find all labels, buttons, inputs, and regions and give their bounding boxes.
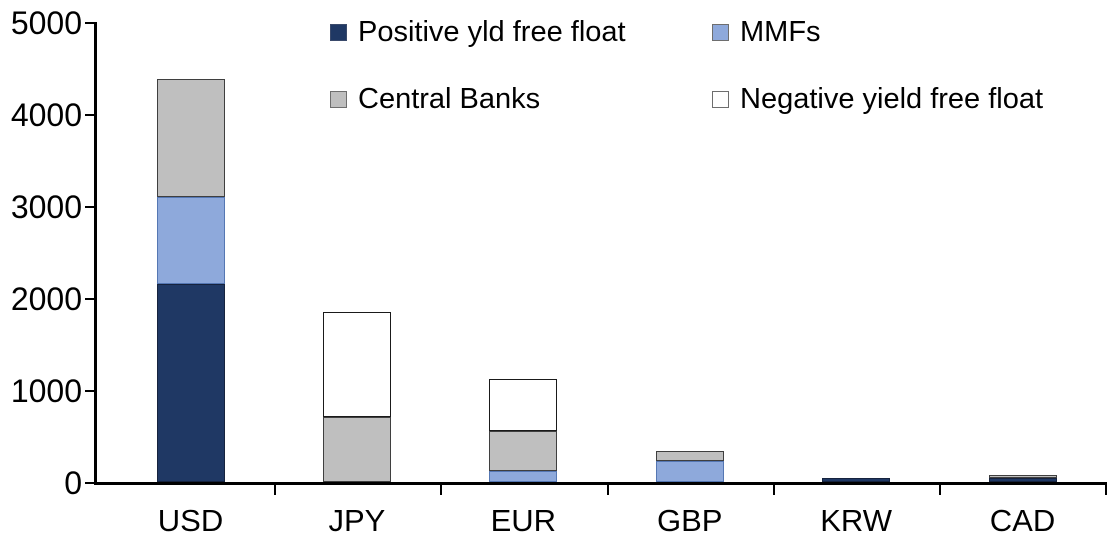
bar-segment-cad-positive-yld-free-float	[988, 478, 1057, 482]
bar-segment-usd-mmfs	[156, 196, 225, 285]
legend-swatch-mmfs	[712, 23, 729, 41]
x-axis-tick	[273, 485, 276, 495]
y-axis-tick	[85, 390, 94, 392]
chart-legend: Positive yld free float MMFs Central Banks…	[0, 0, 1109, 140]
legend-item-negative-yield-free-float: Negative yield free float	[712, 82, 1043, 116]
y-axis-tick-label: 1000	[10, 373, 82, 409]
bar-segment-usd-central-banks	[156, 79, 225, 197]
legend-item-central-banks: Central Banks	[330, 82, 540, 116]
x-axis-tick	[1105, 485, 1107, 495]
bar-segment-jpy-central-banks	[322, 416, 391, 482]
bar-segment-jpy-negative-yield-free-float	[322, 311, 391, 417]
x-axis-category-label-gbp: GBP	[656, 503, 723, 538]
y-axis-tick	[85, 114, 94, 116]
bar-segment-krw-positive-yld-free-float	[822, 477, 891, 482]
x-axis-category-label-usd: USD	[157, 503, 224, 538]
legend-item-mmfs: MMFs	[712, 15, 821, 49]
bar-segment-eur-negative-yield-free-float	[489, 378, 558, 431]
bar-segment-eur-central-banks	[489, 430, 558, 472]
y-axis-tick-label: 5000	[10, 5, 82, 41]
y-axis-tick-label: 4000	[10, 97, 82, 133]
legend-label-mmfs: MMFs	[740, 16, 821, 48]
legend-label-positive-yld-free-float: Positive yld free float	[358, 16, 626, 48]
legend-swatch-negative-yield-free-float	[712, 90, 729, 108]
x-axis-category-label-krw: KRW	[820, 503, 892, 538]
legend-item-positive-yld-free-float: Positive yld free float	[330, 15, 626, 49]
bar-segment-cad-central-banks	[988, 474, 1057, 479]
legend-label-central-banks: Central Banks	[358, 83, 541, 115]
x-axis-category-label-cad: CAD	[989, 503, 1056, 538]
x-axis-tick	[939, 485, 942, 495]
x-axis-tick	[606, 485, 609, 495]
bar-segment-gbp-central-banks	[655, 450, 724, 462]
x-axis-tick	[772, 485, 775, 495]
y-axis-tick	[85, 206, 94, 208]
y-axis-tick	[85, 482, 94, 484]
y-axis-tick	[85, 298, 94, 300]
x-axis-category-label-jpy: JPY	[328, 503, 386, 538]
x-axis-category-label-eur: EUR	[490, 503, 557, 538]
y-axis-tick-label: 3000	[10, 189, 82, 225]
y-axis-tick-label: 2000	[10, 281, 82, 317]
legend-label-negative-yield-free-float: Negative yield free float	[740, 83, 1044, 115]
x-axis-tick	[440, 485, 443, 495]
y-axis-tick	[85, 22, 94, 24]
y-axis-tick-label: 0	[64, 465, 82, 501]
x-axis-line	[94, 482, 1107, 485]
bar-segment-gbp-mmfs	[655, 461, 724, 482]
legend-swatch-central-banks	[330, 90, 347, 108]
bar-segment-eur-mmfs	[489, 471, 558, 482]
bar-segment-usd-positive-yld-free-float	[156, 284, 225, 482]
y-axis-line	[94, 22, 97, 485]
legend-swatch-positive-yld-free-float	[330, 23, 347, 41]
